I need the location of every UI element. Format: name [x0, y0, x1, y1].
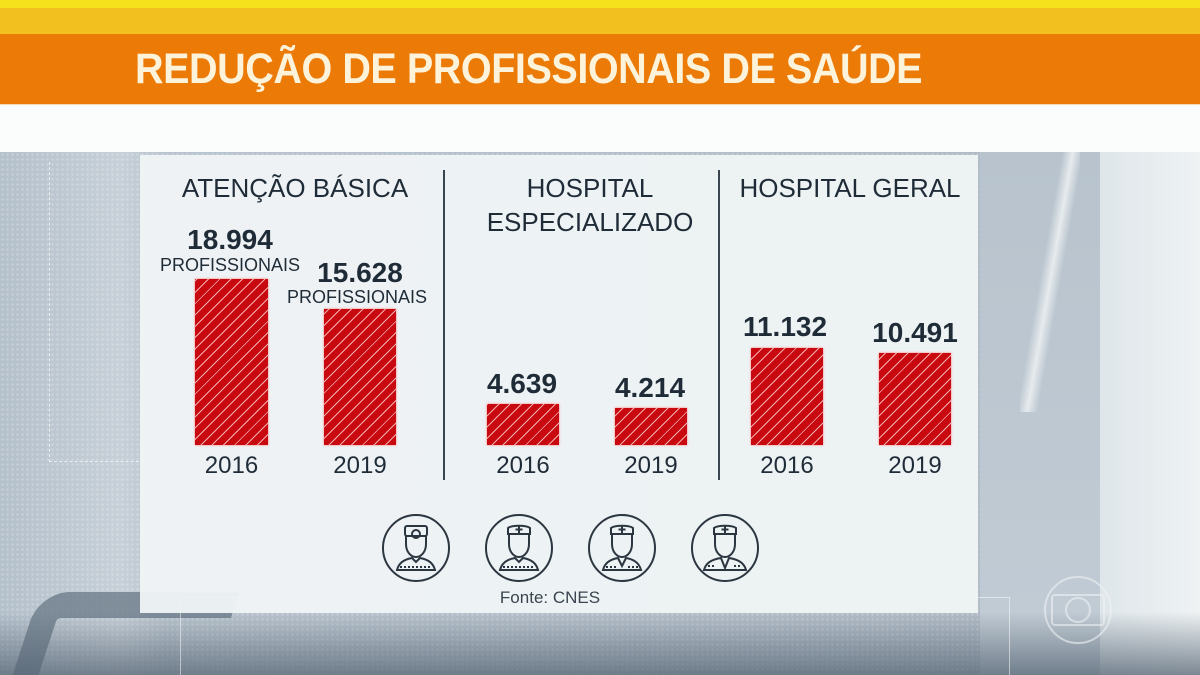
header-yellow-stripe: [0, 0, 1200, 8]
bar-year: 2016: [496, 452, 550, 479]
bar-2016: [195, 279, 268, 445]
bar-2019: [879, 353, 951, 445]
page-title: REDUÇÃO DE PROFISSIONAIS DE SAÚDE: [135, 44, 923, 93]
panel-title-line2: ESPECIALIZADO: [486, 207, 694, 237]
bar-year: 2019: [624, 452, 678, 479]
bar-year: 2016: [760, 452, 814, 479]
bar-value: 4.214: [614, 372, 686, 403]
bar-2019: [615, 408, 687, 445]
bar-value: 18.994: [187, 224, 273, 255]
broadcaster-logo-watermark: [1043, 575, 1113, 645]
doctor-head-mirror-icon: [380, 512, 452, 584]
bar-year: 2019: [888, 452, 942, 479]
bar-unit: PROFISSIONAIS: [160, 255, 301, 275]
bar-year: 2019: [333, 452, 387, 479]
dashed-guide-vertical: [49, 162, 50, 462]
bar-value: 4.639: [486, 368, 558, 399]
bar-2016: [487, 404, 559, 445]
panel-title: HOSPITAL GERAL: [739, 173, 961, 203]
nurse-cap-icon: [483, 512, 555, 584]
bar-value: 15.628: [317, 257, 403, 288]
bar-year: 2016: [204, 452, 259, 479]
bar-2019: [324, 309, 396, 445]
surgeon-icon: [689, 512, 761, 584]
nurse-vneck-icon: [586, 512, 658, 584]
header-title-bar: REDUÇÃO DE PROFISSIONAIS DE SAÚDE: [0, 34, 1200, 104]
bar-2016: [751, 348, 823, 445]
bar-value: 11.132: [742, 311, 828, 342]
background-floor-shadow: [0, 612, 1200, 675]
source-caption: Fonte: CNES: [499, 588, 601, 607]
background-window: [1100, 152, 1200, 675]
chart-card: [140, 155, 978, 613]
panel-divider: [718, 170, 720, 480]
panel-title-line1: HOSPITAL: [526, 173, 654, 203]
panel-divider: [443, 170, 445, 480]
header-gold-stripe: [0, 8, 1200, 34]
background-light-streak: [1020, 152, 1080, 412]
panel-title: ATENÇÃO BÁSICA: [181, 173, 409, 203]
bar-value: 10.491: [872, 317, 958, 348]
header-white-strip: [0, 104, 1200, 152]
dashed-guide-horizontal: [49, 461, 149, 462]
bar-unit: PROFISSIONAIS: [287, 287, 428, 307]
